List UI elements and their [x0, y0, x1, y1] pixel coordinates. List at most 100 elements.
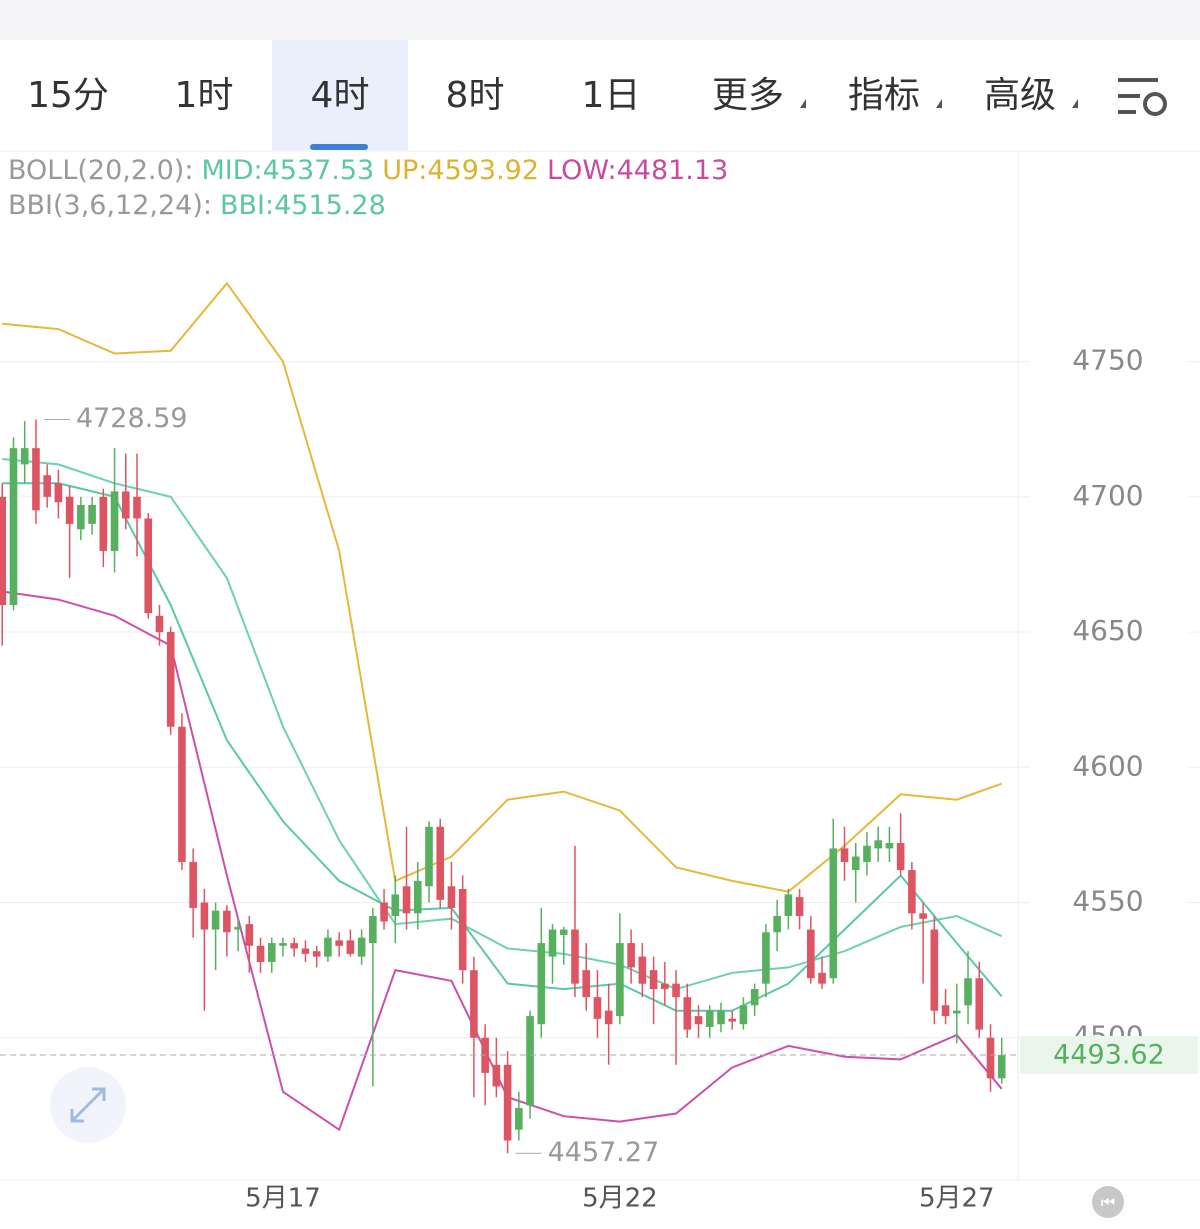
- candle-body: [627, 943, 635, 968]
- tab[interactable]: 1时: [175, 75, 234, 116]
- tab[interactable]: 15分: [27, 75, 109, 116]
- candle-body: [144, 518, 153, 614]
- candle-body: [874, 840, 882, 849]
- candle-body: [267, 943, 276, 963]
- candle-body: [0, 496, 7, 606]
- candle-body: [773, 916, 781, 933]
- indicator-value: LOW:4481.13: [547, 155, 728, 186]
- extreme-label: 4457.27: [548, 1137, 660, 1168]
- tab[interactable]: 指标: [848, 75, 920, 116]
- candle-body: [807, 929, 815, 979]
- candle-body: [537, 943, 546, 1025]
- candle-body: [369, 916, 377, 944]
- indicator-line: [2, 590, 1003, 1132]
- candle-body: [638, 956, 647, 984]
- x-tick-label: 5月22: [582, 1184, 658, 1214]
- candle-body: [54, 483, 63, 503]
- indicator-header: BOLL(20,2.0): MID:4537.53 UP:4593.92 LOW:44…: [8, 155, 728, 221]
- candle-body: [694, 1016, 703, 1025]
- candle-body: [571, 929, 579, 984]
- scroll-icon: ⏮: [1101, 1193, 1115, 1212]
- indicator-value: UP:4593.92: [382, 155, 539, 186]
- y-tick-label: 4750: [1072, 344, 1143, 377]
- candle-body: [200, 902, 209, 930]
- candle-body: [279, 943, 287, 946]
- candle-body: [402, 886, 411, 914]
- selected-tab-underline: [310, 144, 368, 150]
- candle-body: [705, 1010, 714, 1027]
- candle-body: [930, 929, 939, 1011]
- candle-body: [986, 1037, 995, 1079]
- candle-body: [178, 726, 186, 862]
- candle-body: [380, 902, 388, 922]
- candle-body: [739, 1005, 748, 1025]
- candle-body: [211, 910, 220, 930]
- candle-body: [110, 491, 119, 551]
- candle-body: [121, 491, 130, 519]
- candle-body: [312, 951, 321, 957]
- dropdown-mark: [936, 99, 942, 108]
- candle-body: [851, 856, 860, 871]
- tab[interactable]: 1日: [582, 75, 641, 116]
- candle-body: [447, 886, 456, 908]
- candle-body: [604, 1010, 613, 1025]
- indicator-value: MID:4537.53: [201, 155, 374, 186]
- candle-body: [301, 948, 310, 954]
- settings-icon[interactable]: [1118, 78, 1167, 116]
- tab[interactable]: 更多: [712, 75, 784, 116]
- candle-body: [784, 894, 793, 917]
- status-strip: [0, 0, 1200, 40]
- candle-body: [346, 940, 355, 954]
- candle-body: [582, 970, 591, 998]
- dropdown-mark: [1072, 99, 1078, 108]
- candle-body: [425, 826, 433, 887]
- candle-body: [492, 1064, 501, 1087]
- candle-body: [324, 937, 332, 957]
- indicator-value: BBI:4515.28: [220, 190, 386, 221]
- y-tick-label: 4700: [1072, 479, 1143, 512]
- candle-body: [526, 1016, 534, 1106]
- candle-body: [166, 632, 175, 727]
- candle-body: [32, 448, 40, 511]
- candle-body: [20, 448, 29, 465]
- candle-body: [99, 496, 108, 551]
- candle-body: [436, 826, 445, 900]
- candle-body: [863, 845, 871, 862]
- candle-body: [661, 983, 669, 990]
- candle-body: [548, 929, 557, 957]
- y-tick-label: 4650: [1072, 614, 1143, 647]
- candle-body: [750, 989, 759, 1006]
- candle-body: [413, 880, 422, 914]
- candle-body: [290, 943, 299, 949]
- tab[interactable]: 8时: [446, 75, 505, 116]
- x-tick-label: 5月27: [919, 1184, 995, 1214]
- candle-body: [717, 1010, 725, 1025]
- candle-body: [189, 861, 197, 908]
- candle-body: [256, 945, 265, 963]
- candle-body: [616, 943, 624, 1017]
- tab[interactable]: 高级: [984, 75, 1056, 116]
- tab[interactable]: 4时: [311, 75, 370, 116]
- candle-body: [997, 1054, 1006, 1079]
- candle-body: [65, 496, 74, 524]
- candle-body: [728, 1018, 736, 1022]
- candle-body: [335, 940, 343, 946]
- candle-body: [88, 504, 96, 524]
- candle-body: [470, 970, 478, 1038]
- candle-body: [9, 448, 18, 606]
- candle-body: [43, 475, 51, 497]
- candle-body: [896, 843, 905, 871]
- y-tick-label: 4550: [1072, 885, 1143, 918]
- scroll-button[interactable]: [1092, 1186, 1124, 1218]
- candle-body: [795, 897, 804, 917]
- candle-body: [683, 997, 692, 1030]
- indicator-line: [2, 482, 1003, 1012]
- candle-body: [223, 910, 231, 933]
- candle-body: [762, 932, 770, 984]
- candle-body: [649, 970, 658, 990]
- indicator-line: [2, 458, 1003, 991]
- candle-body: [672, 983, 680, 998]
- candle-body: [155, 615, 164, 633]
- extreme-label: 4728.59: [76, 403, 188, 434]
